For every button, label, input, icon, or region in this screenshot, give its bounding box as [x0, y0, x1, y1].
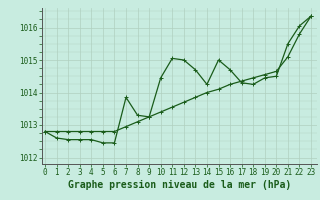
X-axis label: Graphe pression niveau de la mer (hPa): Graphe pression niveau de la mer (hPa): [68, 180, 291, 190]
